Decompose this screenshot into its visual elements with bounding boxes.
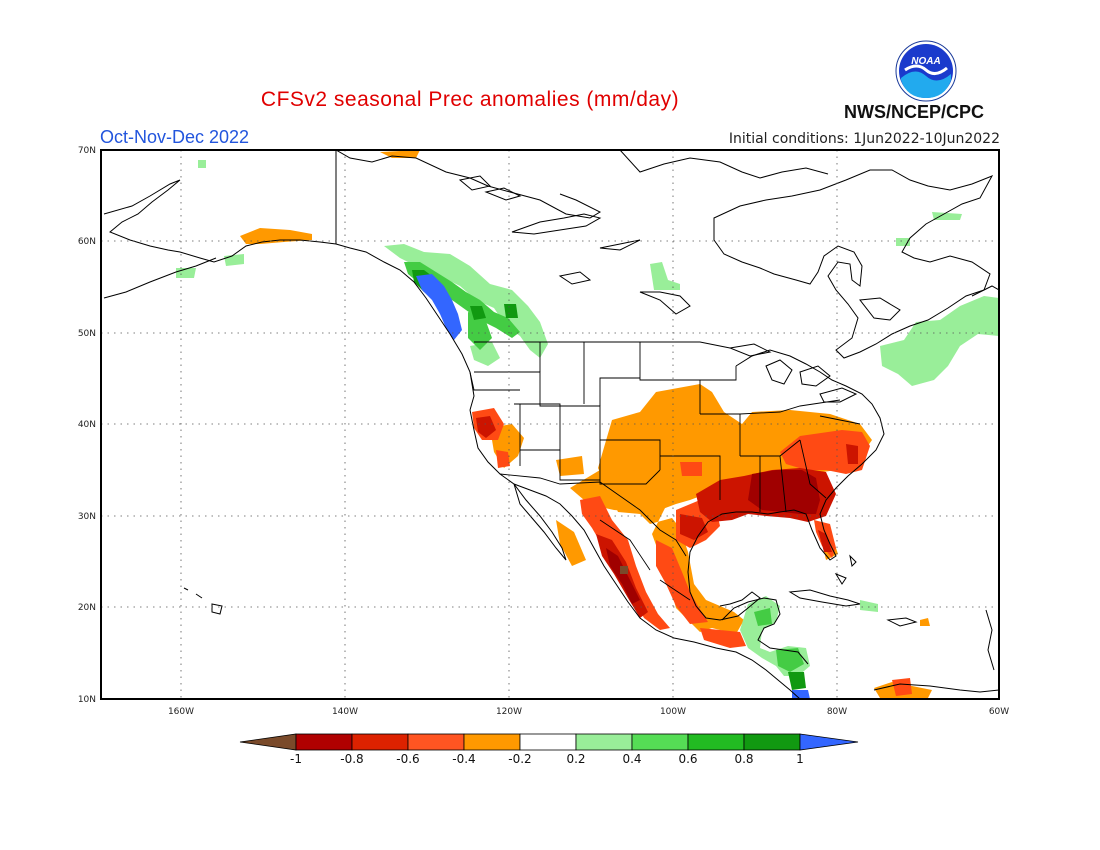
colorbar-label: 1 bbox=[796, 752, 804, 766]
lon-label: 120W bbox=[496, 707, 522, 717]
lat-label: 30N bbox=[78, 512, 96, 522]
lat-label: 70N bbox=[78, 146, 96, 156]
colorbar-swatch bbox=[463, 733, 521, 751]
lon-label: 100W bbox=[660, 707, 686, 717]
lat-label: 10N bbox=[78, 695, 96, 705]
colorbar-label: -1 bbox=[290, 752, 302, 766]
anomaly-shading bbox=[176, 150, 999, 699]
lon-label: 60W bbox=[989, 707, 1009, 717]
colorbar-arrow-low bbox=[239, 733, 297, 751]
initial-conditions: Initial conditions: 1Jun2022-10Jun2022 bbox=[728, 131, 1000, 147]
longitude-labels: 160W 140W 120W 100W 80W 60W bbox=[168, 707, 1009, 717]
colorbar-label: -0.6 bbox=[396, 752, 419, 766]
svg-text:NOAA: NOAA bbox=[911, 56, 940, 67]
colorbar-swatch bbox=[519, 733, 577, 751]
colorbar-arrow-high bbox=[799, 733, 859, 751]
colorbar-label: -0.8 bbox=[340, 752, 363, 766]
colorbar-label: 0.6 bbox=[678, 752, 697, 766]
colorbar-swatch bbox=[631, 733, 689, 751]
state-borders bbox=[469, 341, 861, 601]
map-title: CFSv2 seasonal Prec anomalies (mm/day) bbox=[260, 88, 680, 111]
latitude-labels: 70N 60N 50N 40N 30N 20N 10N bbox=[78, 146, 96, 705]
colorbar-legend: -1 -0.8 -0.6 -0.4 -0.2 0.2 0.4 0.6 0.8 1 bbox=[239, 733, 859, 766]
lon-label: 160W bbox=[168, 707, 194, 717]
colorbar-label: 0.8 bbox=[734, 752, 753, 766]
lat-label: 60N bbox=[78, 237, 96, 247]
colorbar-swatch bbox=[743, 733, 801, 751]
forecast-period: Oct-Nov-Dec 2022 bbox=[100, 127, 250, 147]
colorbar-label: 0.4 bbox=[622, 752, 641, 766]
lat-label: 20N bbox=[78, 603, 96, 613]
plot-frame bbox=[100, 149, 1000, 700]
noaa-logo: NOAA bbox=[895, 40, 957, 102]
colorbar-swatch bbox=[575, 733, 633, 751]
colorbar-label: 0.2 bbox=[566, 752, 585, 766]
lat-label: 40N bbox=[78, 420, 96, 430]
lat-label: 50N bbox=[78, 329, 96, 339]
agency-label: NWS/NCEP/CPC bbox=[844, 102, 985, 122]
colorbar-swatch bbox=[295, 733, 353, 751]
coastlines bbox=[103, 150, 999, 699]
colorbar-swatch bbox=[351, 733, 409, 751]
lon-label: 140W bbox=[332, 707, 358, 717]
colorbar-swatch bbox=[407, 733, 465, 751]
colorbar-label: -0.4 bbox=[452, 752, 475, 766]
colorbar-label: -0.2 bbox=[508, 752, 531, 766]
lon-label: 80W bbox=[827, 707, 847, 717]
grid-lines bbox=[101, 150, 999, 699]
colorbar-swatch bbox=[687, 733, 745, 751]
